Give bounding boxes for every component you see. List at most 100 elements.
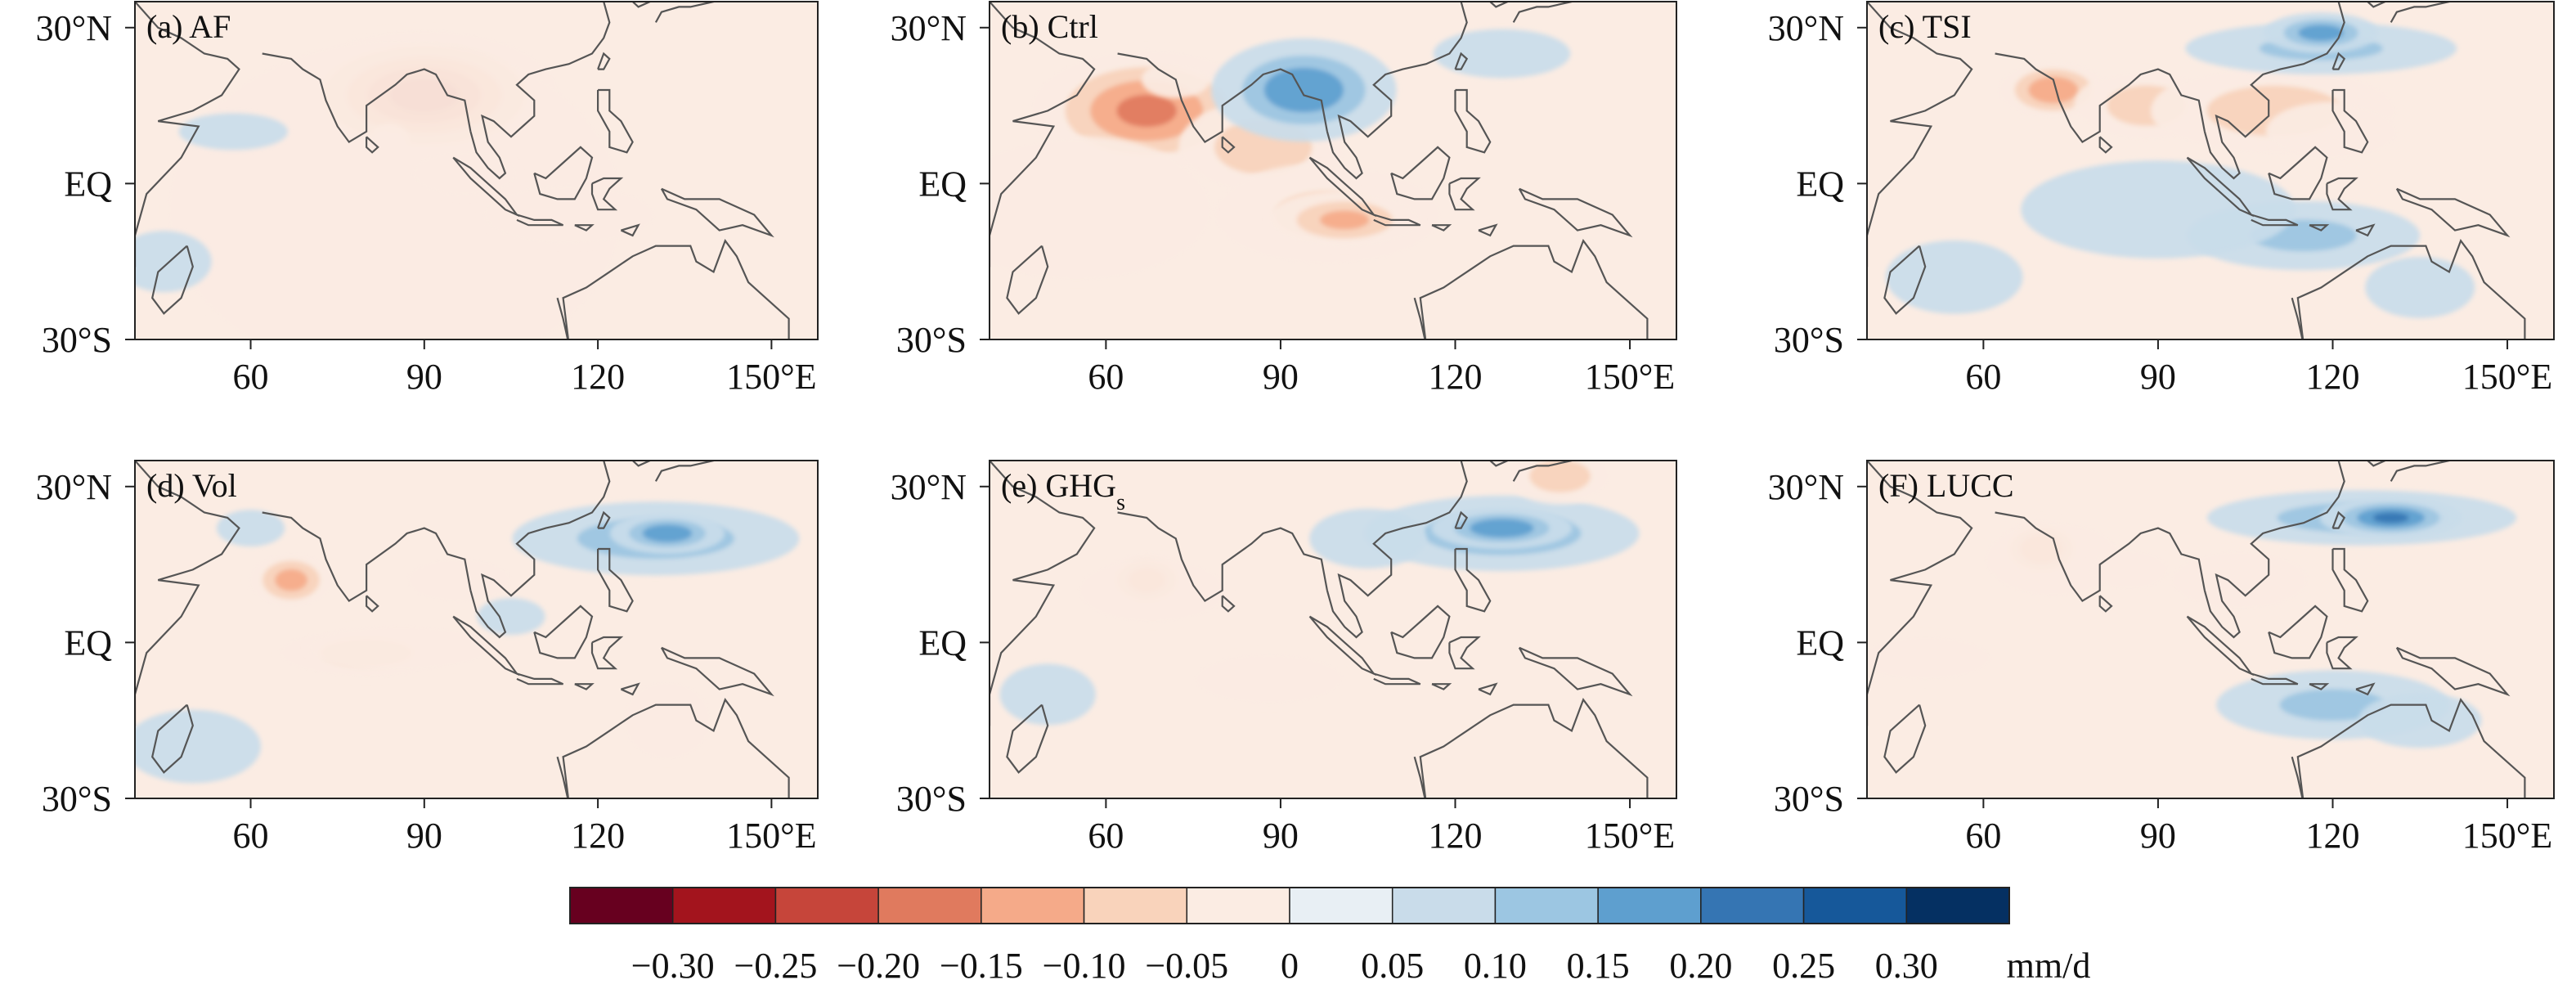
coastlines <box>1867 461 2526 798</box>
coastline <box>533 146 594 200</box>
coastline <box>151 245 194 315</box>
coastline <box>1431 224 1452 232</box>
contour-level <box>1320 210 1370 230</box>
colorbar-swatch <box>1494 887 1599 924</box>
coastline <box>1373 672 1421 686</box>
coastline <box>1326 2 1468 180</box>
coastline <box>469 461 611 639</box>
coastline <box>2309 224 2330 232</box>
coastline <box>597 88 634 154</box>
coastline <box>366 595 379 613</box>
anomaly-wet-8 <box>178 113 288 151</box>
y-tick-label: EQ <box>64 623 112 663</box>
coastline <box>262 511 472 603</box>
anomaly-wet-5 <box>1309 508 1427 569</box>
coastline <box>2268 605 2328 659</box>
coastline <box>2355 223 2376 237</box>
y-tick-label: 30°N <box>36 8 112 48</box>
y-tick-label: 30°S <box>1774 779 1844 819</box>
contour-level <box>642 524 693 542</box>
contour-level <box>990 136 1214 283</box>
axes-frame <box>1866 1 2555 340</box>
colorbar-swatch <box>1391 887 1497 924</box>
contour-level <box>1885 240 2023 314</box>
y-tick-label: 30°N <box>891 8 967 48</box>
anomaly-wet-6 <box>2264 12 2378 54</box>
coastline <box>597 547 634 613</box>
coastline <box>620 223 640 237</box>
coastlines <box>135 461 790 798</box>
x-tick-label: 150°E <box>1585 816 1675 856</box>
coastline <box>2326 636 2358 670</box>
anomaly-wet-4 <box>1431 507 1573 550</box>
anomaly-dry-2 <box>1981 519 2125 600</box>
y-tick-label: EQ <box>918 164 967 204</box>
coastline <box>2098 136 2113 154</box>
coastline <box>1390 146 1451 200</box>
colorbar-swatch <box>1802 887 1908 924</box>
colorbar-swatch <box>1289 887 1393 924</box>
coastline <box>574 683 595 690</box>
anomaly-wet-8 <box>999 663 1096 726</box>
x-tick-label: 60 <box>1088 816 1124 856</box>
contour-level <box>2168 548 2311 612</box>
coastline <box>1883 245 1927 315</box>
y-tick-label: EQ <box>1796 623 1844 663</box>
anomaly-dry-7 <box>1192 651 1346 707</box>
x-tick-label: 120 <box>571 816 625 856</box>
contour-level <box>275 569 307 591</box>
y-tick-label: EQ <box>1796 164 1844 204</box>
coastline <box>533 605 594 659</box>
colorbar-tick-label: 0.15 <box>1567 946 1630 986</box>
coastline <box>590 636 624 670</box>
coastline <box>1518 646 1633 697</box>
coastline <box>1413 698 1649 798</box>
x-tick-label: 120 <box>1428 357 1482 397</box>
coastlines <box>135 2 790 339</box>
panel-1: (a) AF 60 90 120 150°E 30°N EQ 30°S <box>36 1 819 397</box>
coastline <box>2203 461 2345 639</box>
axes-frame <box>134 1 819 340</box>
contour-level <box>1116 94 1177 128</box>
coastline <box>2251 672 2299 686</box>
y-tick-label: 30°S <box>42 779 112 819</box>
y-tick-label: 30°S <box>896 320 967 360</box>
y-tick-label: 30°S <box>42 320 112 360</box>
panel-4: (d) Vol 60 90 120 150°E 30°N EQ 30°S <box>36 460 819 856</box>
y-tick-label: 30°S <box>896 779 967 819</box>
coastline <box>1518 187 1633 238</box>
coastline <box>1413 239 1649 339</box>
axes-frame <box>1866 460 2555 799</box>
coastline <box>1221 595 1236 613</box>
coastline <box>556 698 790 798</box>
coastline <box>135 461 240 727</box>
coastline <box>1454 88 1492 154</box>
coastline <box>1512 2 1573 23</box>
coastline <box>469 2 611 180</box>
coastline <box>990 2 1096 268</box>
x-tick-label: 90 <box>1263 357 1299 397</box>
coastline <box>556 239 790 339</box>
coastline <box>151 704 194 774</box>
coastline <box>2367 2 2386 8</box>
contour-level <box>1309 508 1427 569</box>
panels: (a) AF 60 90 120 150°E 30°N EQ 30°S (b) Ctrl 60 90… <box>36 1 2555 856</box>
contour-level <box>305 623 497 672</box>
contour-level <box>2279 689 2386 721</box>
coastline <box>1489 2 1509 8</box>
anomaly-wet-10 <box>1885 240 2023 314</box>
colorbar-tick-label: 0 <box>1281 946 1299 986</box>
contour-level <box>1470 518 1534 538</box>
panel-title: (F) LUCC <box>1878 467 2014 504</box>
x-tick-label: 120 <box>2305 816 2359 856</box>
colorbar-swatch <box>671 887 777 924</box>
colorbar-unit: mm/d <box>2007 946 2091 986</box>
coastline <box>1489 461 1509 467</box>
axes-frame <box>989 1 1677 340</box>
coastline <box>2331 510 2346 529</box>
coastline <box>2309 683 2330 690</box>
colorbar-tick-label: 0.05 <box>1361 946 1424 986</box>
coastline <box>2251 214 2299 227</box>
